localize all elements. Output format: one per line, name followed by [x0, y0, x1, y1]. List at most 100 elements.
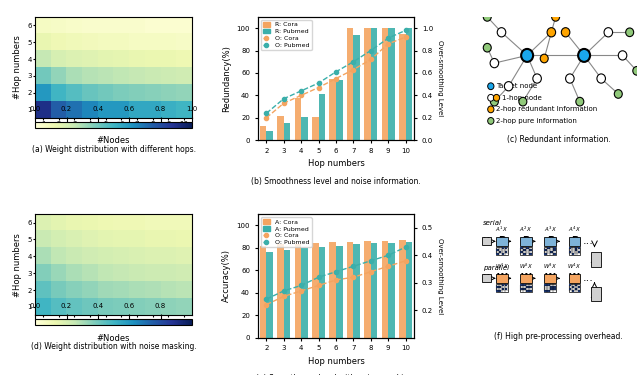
Bar — [572, 253, 574, 255]
O: Cora: (0, 0.22): Cora: (0, 0.22) — [262, 302, 270, 307]
Circle shape — [618, 51, 627, 60]
O: Cora: (2, 0.27): Cora: (2, 0.27) — [298, 289, 305, 293]
O: Pubmed: (1, 0.37): Pubmed: (1, 0.37) — [280, 96, 287, 101]
FancyBboxPatch shape — [520, 284, 532, 292]
X-axis label: #Nodes: #Nodes — [97, 136, 131, 145]
O: Pubmed: (7, 0.4): Pubmed: (7, 0.4) — [385, 253, 392, 258]
FancyBboxPatch shape — [569, 247, 580, 255]
Text: P: P — [498, 236, 505, 246]
Circle shape — [483, 12, 492, 21]
Bar — [505, 251, 508, 253]
Title: (d) Weight distribution with noise masking.: (d) Weight distribution with noise maski… — [31, 342, 196, 351]
Bar — [569, 251, 572, 253]
Text: P: P — [571, 236, 578, 246]
Bar — [572, 286, 574, 288]
FancyBboxPatch shape — [545, 247, 556, 255]
FancyBboxPatch shape — [591, 286, 601, 302]
Text: W: W — [569, 273, 580, 283]
Bar — [520, 247, 523, 249]
O: Cora: (6, 0.34): Cora: (6, 0.34) — [367, 270, 374, 274]
Line: O: Pubmed: O: Pubmed — [264, 245, 408, 301]
FancyBboxPatch shape — [496, 284, 508, 292]
Bar — [575, 249, 577, 251]
Bar — [554, 288, 556, 290]
Circle shape — [519, 98, 527, 106]
Bar — [554, 253, 556, 255]
Circle shape — [490, 58, 499, 68]
Bar — [371, 243, 378, 338]
Bar — [577, 251, 580, 253]
Text: $W^3X$: $W^3X$ — [543, 262, 557, 272]
Bar — [266, 131, 273, 140]
Bar — [547, 284, 550, 286]
Text: P: P — [547, 236, 554, 246]
Bar — [406, 242, 412, 338]
Bar — [554, 249, 556, 251]
Bar — [520, 284, 523, 286]
Bar — [526, 290, 529, 292]
Bar — [502, 253, 504, 255]
Text: parallel: parallel — [483, 265, 509, 271]
Bar — [371, 28, 378, 140]
O: Cora: (6, 0.72): Cora: (6, 0.72) — [367, 57, 374, 62]
O: Pubmed: (3, 0.51): Pubmed: (3, 0.51) — [315, 81, 323, 85]
O: Cora: (1, 0.25): Cora: (1, 0.25) — [280, 294, 287, 298]
Bar — [388, 243, 395, 338]
Y-axis label: Accuracy(%): Accuracy(%) — [222, 249, 231, 302]
Bar — [529, 249, 532, 251]
Bar — [577, 286, 580, 288]
Bar — [554, 247, 556, 249]
Bar — [277, 116, 284, 140]
Bar — [523, 249, 526, 251]
Bar — [499, 286, 502, 288]
Bar — [529, 253, 532, 255]
O: Cora: (4, 0.55): Cora: (4, 0.55) — [332, 76, 340, 81]
Circle shape — [488, 117, 494, 124]
Bar — [336, 246, 342, 338]
FancyBboxPatch shape — [569, 274, 580, 283]
Bar — [406, 28, 412, 140]
Bar — [505, 288, 508, 290]
O: Pubmed: (7, 0.91): Pubmed: (7, 0.91) — [385, 36, 392, 40]
Bar — [545, 253, 547, 255]
FancyBboxPatch shape — [545, 274, 556, 283]
Bar — [499, 290, 502, 292]
Circle shape — [540, 54, 548, 63]
Text: P: P — [522, 236, 529, 246]
Legend: R: Cora, R: Pubmed, O: Cora, O: Pubmed: R: Cora, R: Pubmed, O: Cora, O: Pubmed — [260, 20, 312, 50]
Bar — [529, 286, 532, 288]
Circle shape — [552, 12, 559, 21]
O: Pubmed: (4, 0.34): Pubmed: (4, 0.34) — [332, 270, 340, 274]
Circle shape — [578, 49, 590, 62]
Bar — [388, 28, 395, 140]
O: Cora: (8, 0.92): Cora: (8, 0.92) — [402, 35, 410, 39]
Circle shape — [547, 28, 556, 37]
FancyBboxPatch shape — [520, 247, 532, 255]
Bar — [347, 242, 353, 338]
Y-axis label: Redundancy(%): Redundancy(%) — [222, 45, 231, 112]
Bar — [550, 251, 553, 253]
Y-axis label: Over-smoothing Level: Over-smoothing Level — [437, 238, 443, 314]
Text: $X'$: $X'$ — [590, 288, 601, 300]
Text: W: W — [545, 273, 556, 283]
FancyBboxPatch shape — [520, 274, 532, 283]
Circle shape — [576, 98, 584, 106]
Bar — [353, 35, 360, 140]
Text: 1-hop node: 1-hop node — [502, 95, 542, 101]
Text: $X'$: $X'$ — [590, 254, 601, 265]
Text: ...: ... — [583, 236, 594, 246]
Text: $W^1X$: $W^1X$ — [495, 262, 509, 272]
Bar — [575, 288, 577, 290]
Bar — [575, 284, 577, 286]
FancyBboxPatch shape — [569, 284, 580, 292]
Bar — [545, 249, 547, 251]
Bar — [496, 286, 499, 288]
Text: $W^2X$: $W^2X$ — [519, 262, 533, 272]
FancyBboxPatch shape — [483, 274, 491, 282]
Legend: A: Cora, A: Pubmed, O: Cora, O: Pubmed: A: Cora, A: Pubmed, O: Cora, O: Pubmed — [260, 217, 312, 247]
O: Cora: (5, 0.63): Cora: (5, 0.63) — [349, 68, 357, 72]
Bar — [347, 28, 353, 140]
O: Pubmed: (8, 0.43): Pubmed: (8, 0.43) — [402, 245, 410, 249]
O: Pubmed: (4, 0.61): Pubmed: (4, 0.61) — [332, 69, 340, 74]
Bar — [399, 34, 406, 140]
